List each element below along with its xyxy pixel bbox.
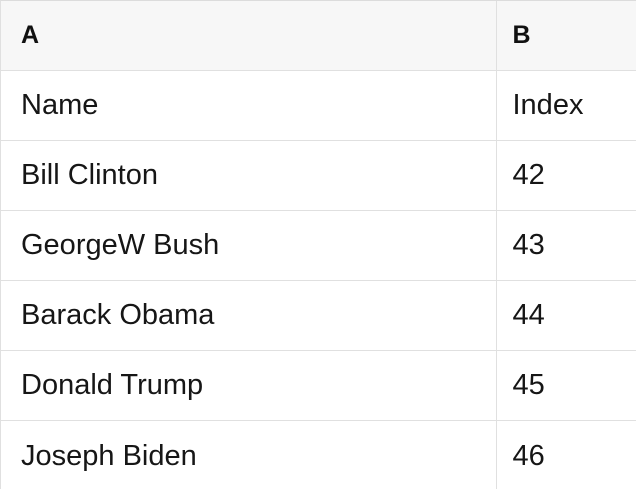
cell-index[interactable]: 46 xyxy=(512,439,545,472)
table-row-labels: Name Index xyxy=(1,71,636,141)
column-header-b[interactable]: B xyxy=(512,21,531,49)
cell-name[interactable]: GeorgeW Bush xyxy=(1,211,497,280)
cell-name[interactable]: Donald Trump xyxy=(1,351,497,420)
table-row: Barack Obama 44 xyxy=(1,281,636,351)
table-row: Bill Clinton 42 xyxy=(1,141,636,211)
cell-name[interactable]: Bill Clinton xyxy=(1,141,497,210)
cell-index[interactable]: 43 xyxy=(512,229,545,261)
cell-name[interactable]: Joseph Biden xyxy=(1,421,497,489)
column-header-row: A B xyxy=(1,1,636,71)
cell-name-label[interactable]: Name xyxy=(1,71,497,140)
cell-index[interactable]: 45 xyxy=(512,369,545,401)
column-header-a[interactable]: A xyxy=(1,1,497,70)
cell-index[interactable]: 44 xyxy=(512,299,545,331)
table-row: GeorgeW Bush 43 xyxy=(1,211,636,281)
table-row: Donald Trump 45 xyxy=(1,351,636,421)
cell-index[interactable]: 42 xyxy=(512,159,545,191)
cell-name[interactable]: Barack Obama xyxy=(1,281,497,350)
table-row: Joseph Biden 46 xyxy=(1,421,636,489)
cell-index-label[interactable]: Index xyxy=(512,89,584,121)
